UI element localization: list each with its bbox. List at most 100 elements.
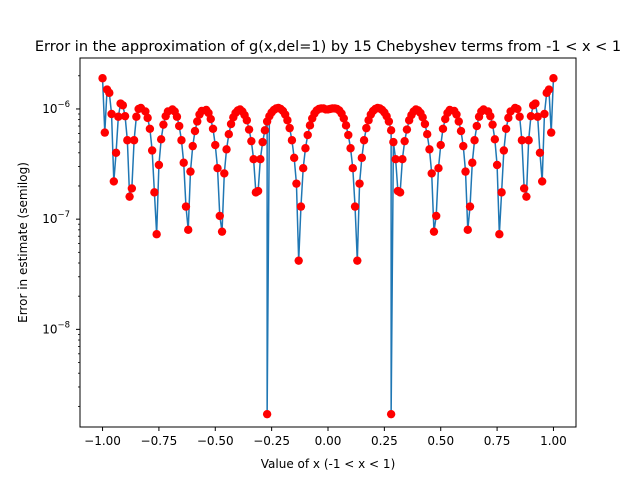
x-tick-label: −0.25: [253, 434, 290, 448]
data-point: [190, 126, 200, 136]
y-tick-label: 10−8: [42, 320, 70, 336]
data-point: [544, 85, 554, 94]
data-point: [524, 136, 533, 145]
x-axis-ticks: −1.00 −0.75 −0.50 −0.25 0.00 0.25 0.50 0.75 1.00: [84, 427, 567, 448]
data-point: [303, 130, 312, 140]
data-point: [184, 225, 193, 235]
data-point: [495, 230, 504, 239]
y-axis-ticks: 10−8 10−7 10−6: [42, 75, 80, 407]
data-point: [211, 140, 220, 150]
data-point: [220, 169, 229, 178]
data-point: [256, 155, 265, 164]
data-point: [432, 211, 441, 221]
data-point: [114, 112, 123, 121]
data-point: [434, 164, 443, 173]
data-point: [465, 202, 475, 211]
data-point: [247, 136, 256, 146]
data-point: [283, 116, 292, 125]
data-point: [540, 109, 549, 119]
data-point: [386, 126, 396, 135]
data-point: [217, 227, 227, 236]
chart-title: Error in the approximation of g(x,del=1)…: [35, 39, 621, 55]
data-point: [179, 158, 188, 167]
data-point: [547, 128, 556, 137]
data-point: [427, 169, 436, 178]
plot-area: [98, 74, 558, 419]
data-point: [193, 117, 202, 126]
data-point: [98, 74, 107, 83]
data-point: [395, 188, 405, 197]
data-point: [213, 164, 222, 173]
data-point: [292, 179, 301, 188]
data-point: [389, 137, 398, 147]
data-point: [152, 230, 161, 239]
data-point: [497, 188, 506, 197]
data-point: [353, 256, 362, 265]
data-point: [549, 74, 558, 83]
data-point: [533, 112, 542, 121]
data-point: [296, 202, 306, 211]
data-point: [301, 144, 310, 153]
data-point: [423, 130, 432, 139]
data-point: [175, 121, 184, 131]
data-point: [147, 146, 157, 155]
data-point: [143, 113, 152, 123]
data-point: [156, 135, 166, 144]
data-point: [159, 120, 168, 129]
data-point: [125, 192, 134, 201]
data-point: [105, 88, 114, 98]
data-point: [258, 137, 267, 147]
data-point: [224, 130, 233, 139]
data-point: [492, 160, 502, 170]
data-point: [418, 113, 427, 122]
data-point: [123, 136, 132, 145]
data-point: [429, 227, 439, 236]
data-point: [522, 192, 531, 201]
data-point: [438, 124, 448, 134]
data-point: [425, 145, 434, 154]
data-point: [537, 177, 547, 186]
data-point: [402, 125, 412, 134]
data-point: [100, 128, 110, 137]
data-point: [285, 123, 294, 133]
y-tick-label: 10−6: [42, 100, 70, 116]
data-point: [118, 101, 128, 110]
data-point: [244, 125, 254, 134]
data-point: [127, 184, 137, 193]
data-point: [535, 148, 545, 158]
data-point: [341, 121, 351, 130]
data-point: [253, 186, 263, 196]
data-point: [120, 111, 130, 121]
data-point: [145, 124, 155, 134]
data-point: [436, 140, 445, 150]
data-point: [513, 104, 522, 114]
data-point: [141, 107, 150, 116]
data-point: [355, 179, 364, 188]
data-point: [107, 109, 116, 119]
data-point: [504, 113, 513, 123]
y-axis-label: Error in estimate (semilog): [16, 162, 30, 323]
data-point: [242, 116, 252, 125]
data-point: [350, 202, 360, 211]
data-point: [488, 120, 497, 129]
data-point: [172, 112, 182, 121]
data-point: [526, 111, 536, 121]
data-point: [287, 136, 297, 145]
data-point: [260, 126, 270, 135]
data-point: [499, 146, 509, 155]
data-point: [519, 184, 529, 193]
y-tick-label: 10−7: [42, 210, 70, 226]
data-point: [452, 110, 461, 119]
data-point: [501, 124, 511, 134]
x-tick-label: −0.50: [197, 434, 234, 448]
data-point: [222, 145, 231, 154]
data-point: [129, 136, 139, 145]
data-point: [294, 256, 303, 265]
x-tick-label: 0.25: [371, 434, 398, 448]
x-tick-label: −1.00: [84, 434, 121, 448]
data-point: [348, 164, 357, 173]
data-point: [132, 112, 141, 121]
data-point: [517, 136, 527, 145]
data-point: [186, 167, 195, 176]
